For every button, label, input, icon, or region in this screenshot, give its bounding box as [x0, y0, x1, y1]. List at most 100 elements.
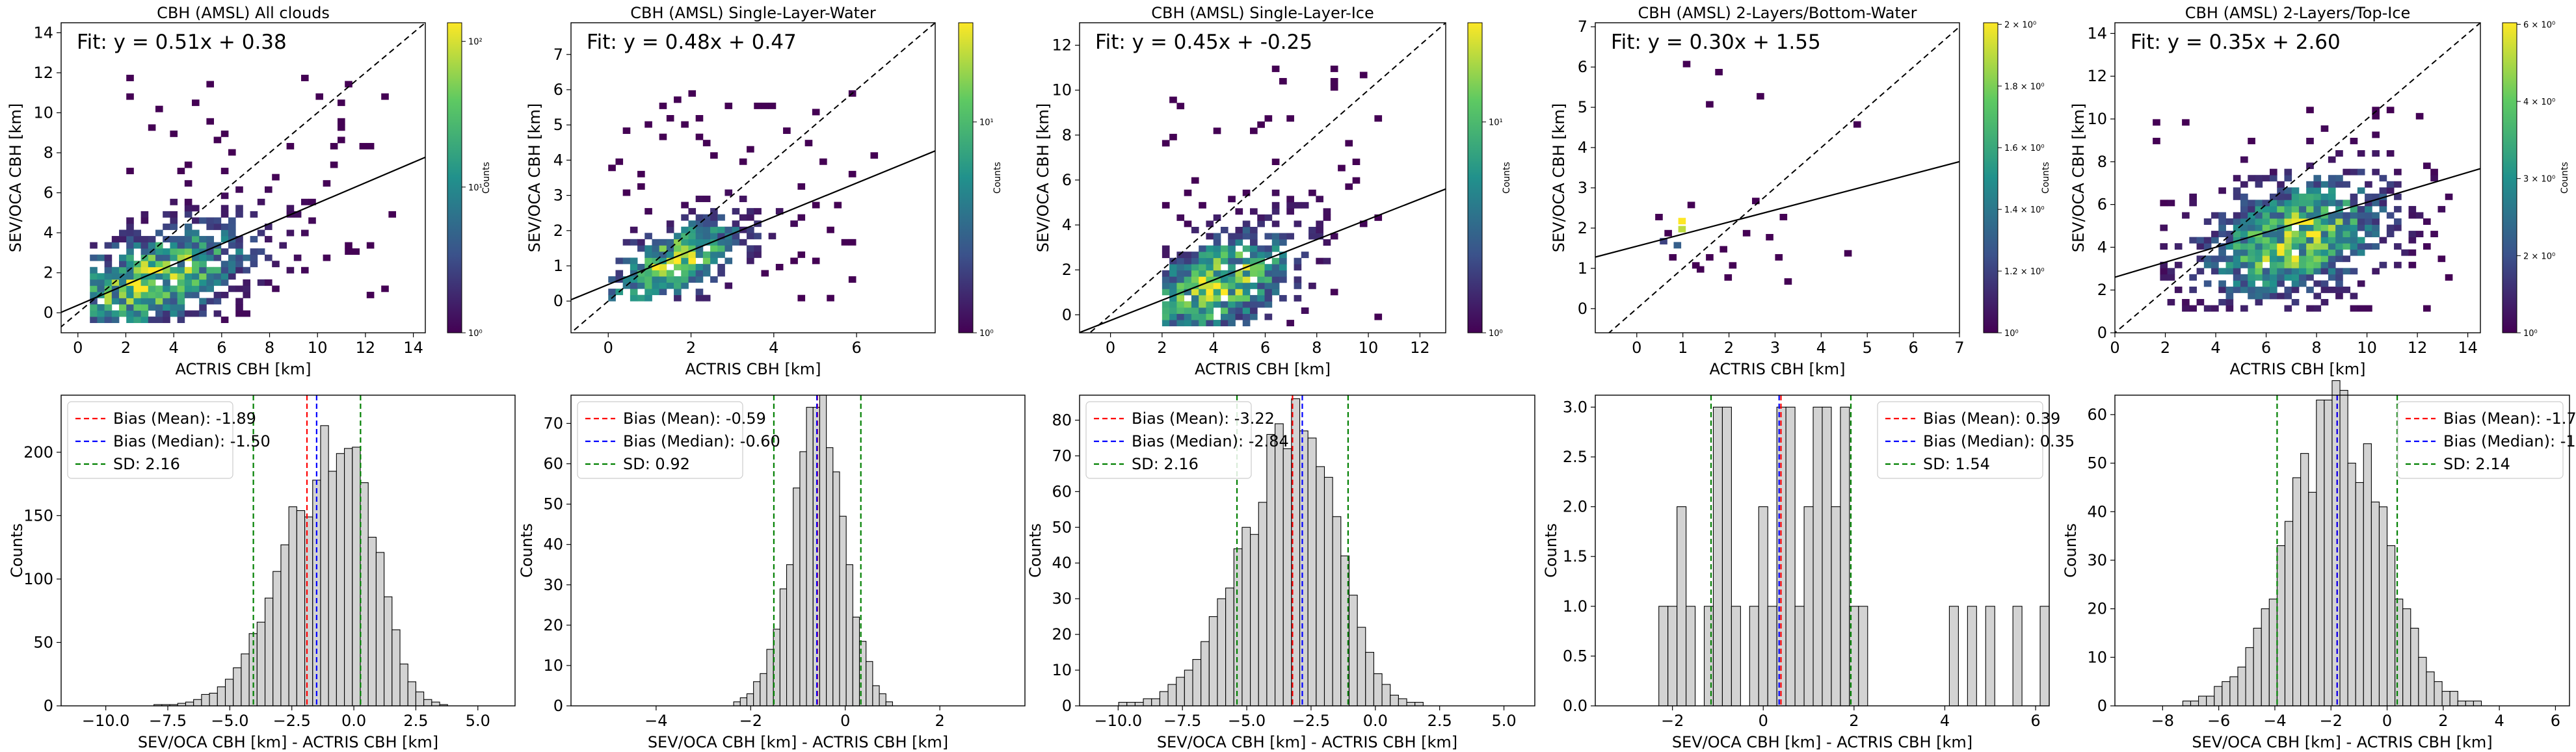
density-cell [133, 261, 142, 268]
x-tick-label: 8 [265, 339, 274, 357]
axes-frame [1079, 395, 1535, 707]
density-cell [1206, 233, 1214, 240]
density-cell [1844, 250, 1852, 257]
density-cell [119, 261, 127, 268]
density-cell [2262, 205, 2270, 213]
density-cell [2386, 224, 2395, 231]
histogram-bar [209, 692, 218, 707]
density-cell [2277, 237, 2285, 244]
axes-frame [1595, 22, 1960, 333]
histogram-bar [1357, 627, 1366, 707]
density-cell [2262, 200, 2270, 207]
density-cell [2328, 224, 2336, 231]
density-cell [768, 233, 777, 240]
histogram-bar [1967, 606, 1977, 707]
density-cell [644, 263, 652, 270]
y-tick-label: 0 [1062, 697, 1072, 715]
density-cell [1213, 294, 1221, 302]
density-cell [235, 254, 243, 261]
density-cell [1279, 294, 1287, 302]
density-cell [695, 133, 704, 140]
density-cell [2248, 224, 2255, 231]
density-cell [1271, 245, 1280, 252]
density-cell [140, 266, 149, 274]
density-cell [184, 279, 193, 286]
density-cell [1184, 270, 1192, 277]
density-cell [111, 242, 120, 249]
density-cell [732, 239, 740, 246]
density-cell [140, 291, 149, 298]
density-cell [2255, 255, 2263, 263]
density-cell [1199, 264, 1206, 271]
density-cell [184, 198, 193, 205]
density-cell [2306, 231, 2314, 238]
density-cell [717, 263, 725, 270]
y-axis-label: Counts [1542, 523, 1560, 578]
density-cell [1191, 307, 1199, 314]
density-cell [1206, 289, 1214, 296]
density-cell [2298, 231, 2307, 238]
density-cell [2269, 237, 2277, 244]
density-cell [2372, 268, 2380, 275]
density-cell [148, 279, 156, 286]
density-cell [2291, 286, 2300, 293]
density-cell [1162, 307, 1170, 314]
density-cell [213, 136, 222, 144]
density-cell [2343, 218, 2351, 225]
density-cell [2269, 175, 2277, 182]
y-tick-label: 0 [2097, 697, 2107, 715]
colorbar-tick-label: 1.6 × 10⁰ [2004, 144, 2045, 153]
density-cell [184, 242, 193, 249]
density-cell [747, 257, 754, 265]
density-cell [710, 257, 718, 265]
density-cell [148, 285, 156, 292]
density-cell [2313, 249, 2322, 256]
density-cell [1220, 276, 1228, 283]
density-cell [148, 304, 156, 311]
fit-line [1595, 161, 1959, 258]
density-cell [213, 223, 222, 230]
density-cell [1249, 208, 1258, 215]
density-cell [1286, 233, 1294, 240]
density-cell [155, 273, 163, 280]
density-cell [184, 229, 193, 237]
density-cell [2298, 280, 2307, 287]
colorbar-label: Counts [992, 162, 1003, 194]
density-cell [2328, 261, 2336, 268]
density-cell [797, 251, 806, 258]
density-cell [2343, 212, 2351, 219]
y-tick-label: 2 [553, 222, 563, 240]
density-cell [2233, 187, 2241, 194]
density-cell [2233, 218, 2241, 225]
density-cell [1294, 264, 1302, 271]
histogram-panel-3: −10.0 −7.5 −5.0 −2.5 0.0 2.5 5.001020304050607… [1026, 395, 1535, 751]
density-cell [2328, 249, 2336, 256]
density-cell [2291, 237, 2300, 244]
density-cell [1206, 220, 1214, 227]
density-cell [2320, 181, 2329, 188]
density-cell [717, 233, 725, 240]
density-cell [2196, 299, 2205, 305]
density-cell [2248, 249, 2255, 256]
histogram-bar [2426, 671, 2435, 707]
density-cell [1176, 307, 1185, 314]
colorbar-tick-label: 2 × 10⁰ [2523, 252, 2555, 261]
density-cell [622, 257, 631, 265]
density-cell [717, 251, 725, 258]
x-axis-label: ACTRIS CBH [km] [1710, 360, 1846, 378]
density-cell [637, 170, 645, 177]
density-cell [2445, 274, 2453, 281]
density-cell [827, 294, 834, 302]
fit-line [2115, 168, 2480, 278]
histogram-bar [2434, 681, 2443, 707]
density-cell [1242, 301, 1251, 308]
density-cell [2313, 187, 2322, 194]
density-cell [659, 270, 667, 277]
density-cell [2313, 175, 2322, 182]
density-cell [666, 251, 674, 258]
density-cell [2284, 200, 2292, 207]
density-cell [1213, 257, 1221, 265]
density-cell [2394, 218, 2402, 225]
density-cell [2189, 305, 2197, 312]
